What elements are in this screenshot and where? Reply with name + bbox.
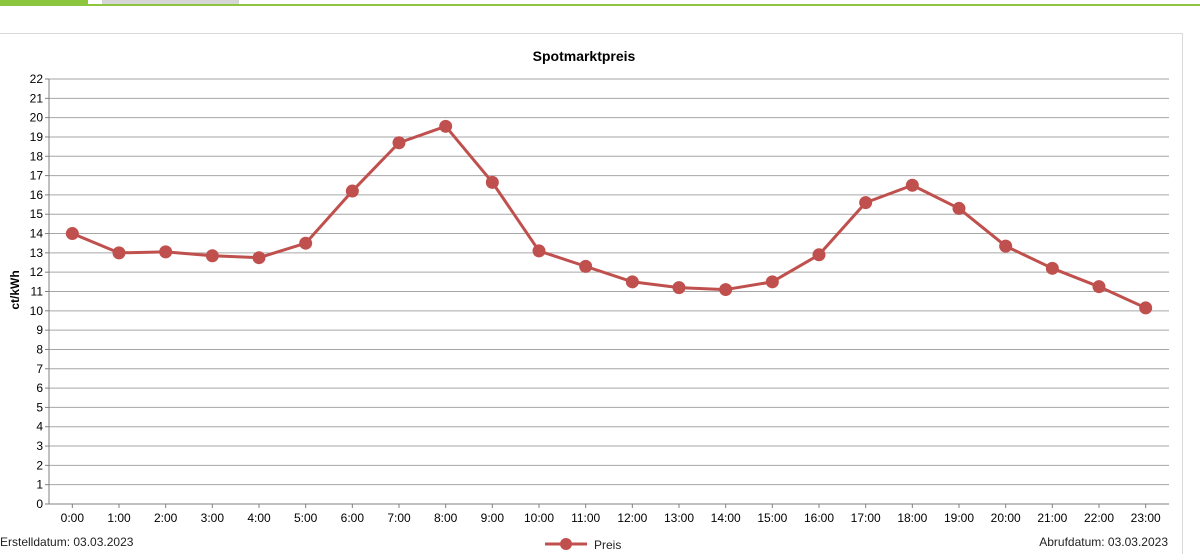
created-date: Erstelldatum: 03.03.2023: [0, 535, 134, 549]
y-tick-label: 5: [36, 400, 43, 414]
data-point: [392, 136, 406, 150]
tab-active[interactable]: [0, 0, 88, 4]
data-point: [719, 283, 733, 297]
y-tick-label: 8: [36, 342, 43, 356]
y-tick-label: 15: [30, 207, 44, 221]
y-tick-label: 12: [30, 265, 44, 279]
y-tick-label: 20: [30, 111, 44, 125]
data-point: [579, 259, 593, 273]
data-point: [65, 227, 79, 241]
data-point: [485, 175, 499, 189]
y-tick-label: 17: [30, 169, 44, 183]
data-point: [999, 239, 1013, 253]
y-axis-label: ct/kWh: [8, 270, 22, 309]
x-tick-label: 10:00: [524, 511, 554, 525]
data-point: [1139, 301, 1153, 315]
x-tick-label: 1:00: [107, 511, 131, 525]
tab-inactive[interactable]: [102, 0, 239, 4]
data-point: [859, 196, 873, 210]
series-preis: [65, 119, 1153, 315]
tab-underline: [0, 4, 1200, 6]
tab-bar: [0, 0, 1200, 6]
retrieved-date: Abrufdatum: 03.03.2023: [1039, 535, 1168, 549]
legend-label: Preis: [594, 538, 621, 552]
y-tick-label: 18: [30, 149, 44, 163]
y-tick-label: 19: [30, 130, 44, 144]
x-tick-label: 9:00: [481, 511, 505, 525]
y-tick-label: 11: [31, 285, 44, 299]
x-tick-label: 22:00: [1084, 511, 1114, 525]
x-tick-label: 8:00: [434, 511, 458, 525]
y-tick-label: 21: [30, 91, 44, 105]
data-point: [1045, 261, 1059, 275]
y-tick-label: 7: [36, 362, 43, 376]
x-tick-label: 21:00: [1037, 511, 1067, 525]
data-point: [299, 236, 313, 250]
x-tick-label: 6:00: [341, 511, 365, 525]
y-tick-label: 0: [36, 497, 43, 511]
y-tick-label: 6: [36, 381, 43, 395]
x-tick-label: 3:00: [201, 511, 225, 525]
data-point: [532, 244, 546, 258]
data-point: [672, 281, 686, 295]
data-point: [1092, 280, 1106, 294]
y-tick-label: 4: [36, 420, 43, 434]
x-tick-label: 7:00: [387, 511, 411, 525]
x-axis: 0:00 1:00 2:00 3:00 4:00 5:00 6:00 7:00 8:00 9:00…: [61, 504, 1161, 525]
data-point: [952, 201, 966, 215]
x-tick-label: 17:00: [851, 511, 881, 525]
chart-title: Spotmarktpreis: [533, 48, 636, 64]
data-point: [205, 249, 219, 263]
x-tick-label: 5:00: [294, 511, 318, 525]
x-tick-label: 19:00: [944, 511, 974, 525]
y-tick-label: 1: [36, 478, 43, 492]
y-tick-label: 16: [30, 188, 44, 202]
data-point: [765, 275, 779, 289]
legend-marker: [560, 538, 572, 550]
y-tick-label: 14: [30, 227, 44, 241]
y-tick-label: 22: [30, 72, 44, 86]
y-tick-label: 10: [30, 304, 44, 318]
grid-lines: [49, 78, 1169, 505]
data-point: [252, 251, 266, 265]
x-tick-label: 2:00: [154, 511, 178, 525]
y-tick-label: 2: [36, 458, 43, 472]
data-point: [625, 275, 639, 289]
x-tick-label: 16:00: [804, 511, 834, 525]
series-line: [71, 124, 1147, 310]
y-tick-label: 13: [30, 246, 44, 260]
x-tick-label: 14:00: [711, 511, 741, 525]
y-tick-label: 9: [36, 323, 43, 337]
x-tick-label: 20:00: [991, 511, 1021, 525]
data-point: [112, 246, 126, 260]
data-point: [159, 245, 173, 259]
legend: Preis: [545, 538, 621, 552]
x-tick-label: 18:00: [897, 511, 927, 525]
data-point: [905, 178, 919, 192]
x-tick-label: 23:00: [1131, 511, 1161, 525]
data-point: [439, 119, 453, 133]
x-tick-label: 15:00: [757, 511, 787, 525]
chart-frame: [0, 33, 1183, 554]
data-point: [345, 184, 359, 198]
x-tick-label: 13:00: [664, 511, 694, 525]
x-tick-label: 0:00: [61, 511, 85, 525]
y-tick-label: 3: [36, 439, 43, 453]
x-tick-label: 12:00: [617, 511, 647, 525]
x-tick-label: 4:00: [247, 511, 271, 525]
data-point: [812, 248, 826, 262]
x-tick-label: 11:00: [571, 511, 600, 525]
